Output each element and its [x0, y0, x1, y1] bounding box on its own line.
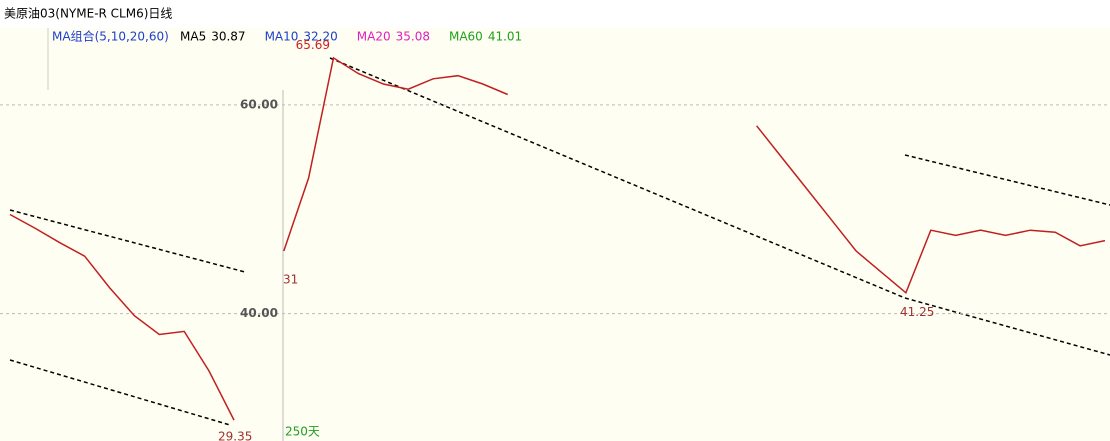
plot-background — [0, 0, 1110, 441]
indicator-label: MA组合(5,10,20,60) — [52, 29, 169, 44]
ma-value: 41.01 — [488, 30, 522, 44]
ma-value: 30.87 — [211, 30, 245, 44]
chart-title: 美原油03(NYME-R CLM6)日线 — [4, 7, 172, 21]
ma-name: MA10 — [265, 30, 299, 44]
y-tick-label: 60.00 — [240, 97, 278, 111]
period-label: 250天 — [285, 425, 320, 439]
annotation: 65.69 — [296, 38, 330, 52]
ma-name: MA60 — [449, 30, 483, 44]
annotation: 29.35 — [218, 429, 252, 441]
annotation: 41.25 — [900, 305, 934, 319]
y-tick-label: 40.00 — [240, 306, 278, 320]
ma-value: 35.08 — [396, 30, 430, 44]
ma-name: MA20 — [357, 30, 391, 44]
ma-name: MA5 — [180, 30, 206, 44]
marker-label: 31 — [283, 273, 298, 287]
chart: 美原油03(NYME-R CLM6)日线 MA组合(5,10,20,60) 31… — [0, 0, 1110, 441]
